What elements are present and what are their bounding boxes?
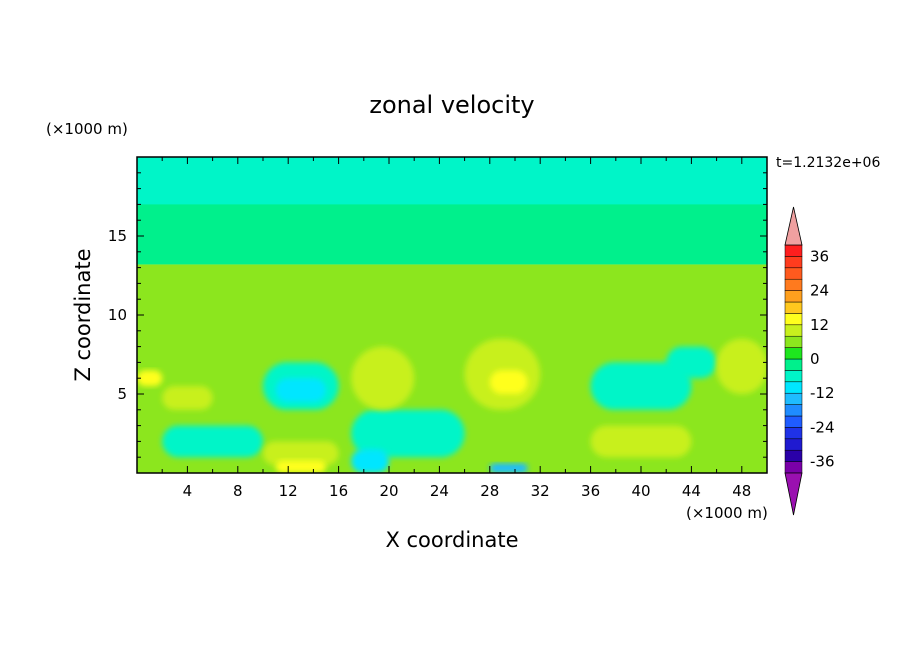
colorbar-swatch: [784, 244, 803, 257]
x-tick-label: 48: [732, 482, 751, 500]
contour-region-15: [162, 386, 213, 410]
colorbar-swatch: [784, 449, 803, 462]
colorbar-swatch: [784, 324, 803, 337]
y-unit-label: (×1000 m): [46, 120, 128, 138]
colorbar-tick-label: -24: [810, 418, 835, 436]
colorbar-tick-label: -12: [810, 384, 835, 402]
x-tick-label: 40: [631, 482, 650, 500]
colorbar-swatch: [784, 313, 803, 326]
contour-region-2: [137, 157, 767, 205]
contour-region-6: [162, 425, 263, 458]
x-tick-label: 36: [581, 482, 600, 500]
contour-region-14: [716, 338, 767, 394]
colorbar-swatch: [784, 461, 803, 474]
colorbar-swatch: [784, 256, 803, 269]
x-tick-label: 16: [329, 482, 348, 500]
x-tick-label: 28: [480, 482, 499, 500]
contour-region-19: [137, 370, 163, 387]
colorbar-tick-label: -36: [810, 453, 835, 471]
contour-region-13: [590, 425, 692, 458]
x-tick-label: 44: [682, 482, 701, 500]
colorbar-tick-label: 0: [810, 350, 820, 368]
colorbar-swatch: [784, 438, 803, 451]
colorbar-tick-label: 36: [810, 247, 829, 265]
colorbar-swatch: [784, 415, 803, 428]
colorbar-extend-high: [784, 206, 803, 246]
contour-region-16: [263, 441, 339, 466]
x-tick-label: 4: [183, 482, 193, 500]
contour-region-5: [666, 346, 717, 379]
y-tick-label: 15: [108, 227, 127, 245]
x-tick-label: 32: [531, 482, 550, 500]
contour-region-7: [351, 409, 465, 458]
x-tick-label: 8: [233, 482, 243, 500]
time-label: t=1.2132e+06: [776, 155, 880, 171]
y-tick-label: 10: [108, 306, 127, 324]
contour-region-8: [275, 378, 326, 402]
colorbar-swatch: [784, 381, 803, 394]
colorbar-swatch: [784, 335, 803, 348]
colorbar-swatch: [784, 404, 803, 417]
contour-region-17: [489, 370, 528, 394]
chart-title: zonal velocity: [369, 91, 534, 119]
colorbar-swatch: [784, 392, 803, 405]
x-tick-label: 24: [430, 482, 449, 500]
colorbar-tick-label: 24: [810, 282, 829, 300]
colorbar-swatch: [784, 370, 803, 383]
x-unit-label: (×1000 m): [686, 504, 768, 522]
contour-region-9: [351, 449, 389, 473]
contour-region-10: [489, 463, 528, 473]
colorbar-swatch: [784, 301, 803, 314]
colorbar-swatch: [784, 358, 803, 371]
x-tick-label: 20: [379, 482, 398, 500]
contour-region-18: [275, 460, 326, 473]
colorbar: 36 24 12 0 -12 -24 -36: [784, 206, 835, 516]
contour-region-11: [351, 346, 415, 410]
y-tick-label: 5: [117, 385, 127, 403]
colorbar-swatch: [784, 347, 803, 360]
colorbar-swatch: [784, 267, 803, 280]
contour-region-4: [590, 362, 692, 410]
y-axis-label: Z coordinate: [71, 248, 95, 381]
x-tick-label: 12: [279, 482, 298, 500]
colorbar-tick-label: 12: [810, 316, 829, 334]
colorbar-swatch: [784, 278, 803, 291]
contour-field: [137, 157, 767, 473]
x-axis-label: X coordinate: [385, 528, 518, 552]
colorbar-extend-low: [784, 472, 803, 516]
colorbar-swatch: [784, 427, 803, 440]
colorbar-swatch: [784, 290, 803, 303]
